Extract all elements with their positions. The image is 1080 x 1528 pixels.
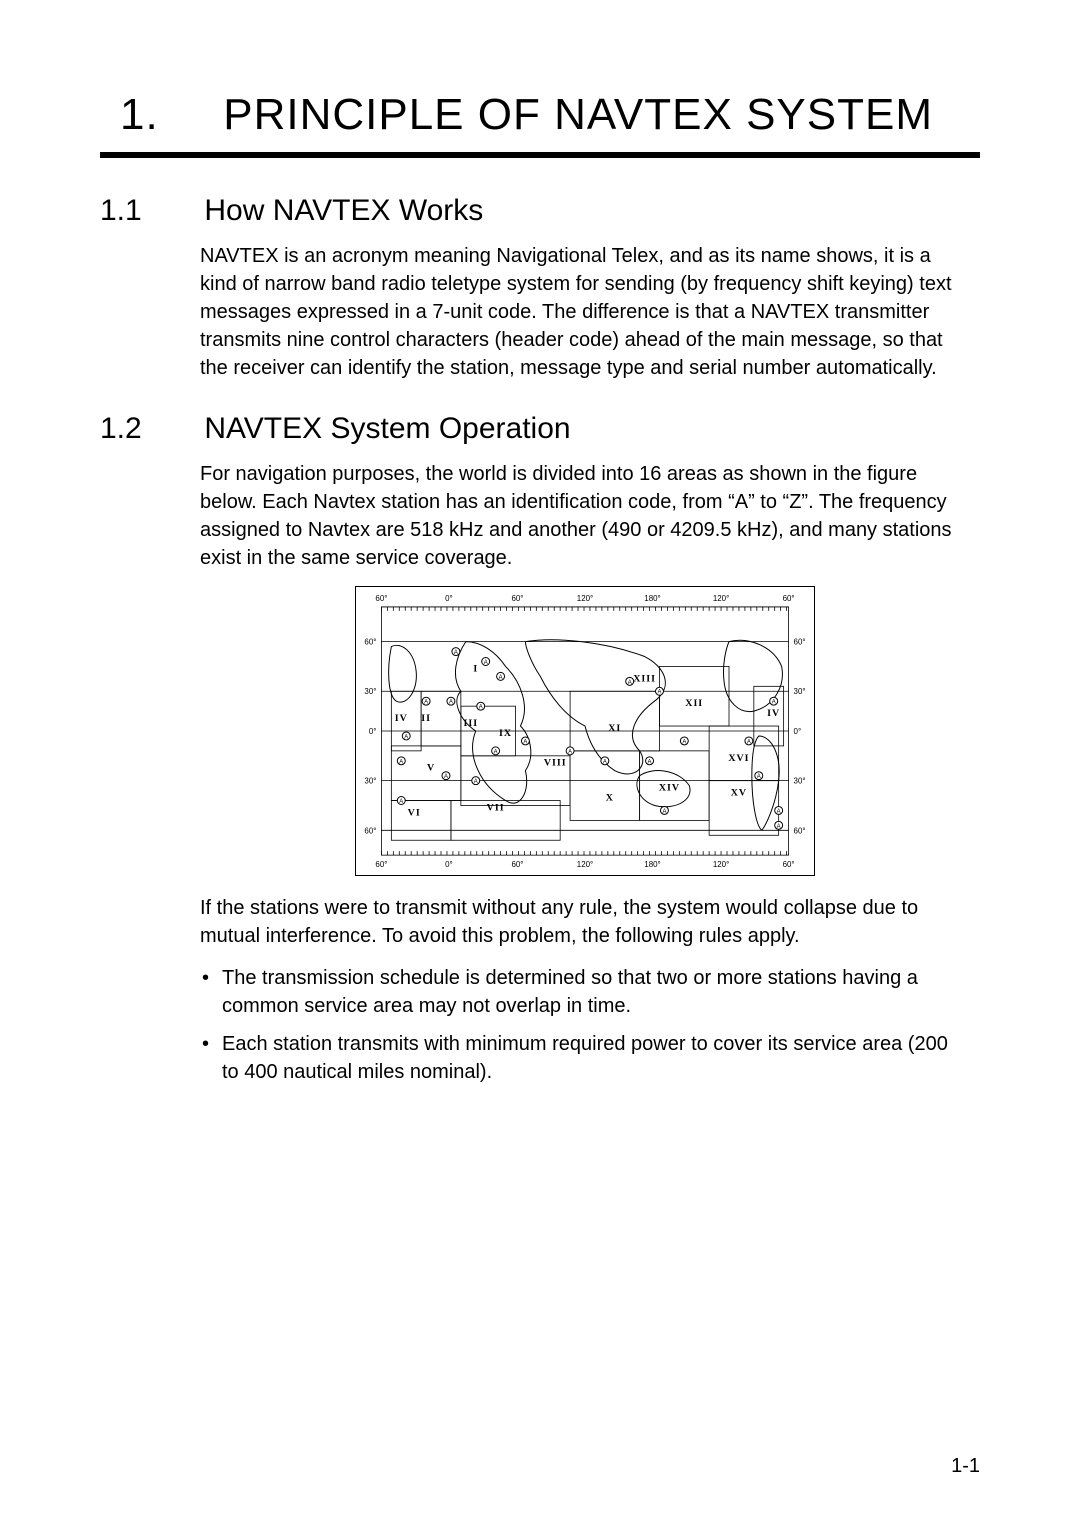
coastlines (389, 640, 783, 831)
svg-text:30°: 30° (794, 777, 806, 786)
chapter-title: 1. PRINCIPLE OF NAVTEX SYSTEM (100, 90, 980, 140)
svg-text:30°: 30° (364, 687, 376, 696)
svg-text:0°: 0° (369, 727, 377, 736)
navarea-boundaries (391, 666, 783, 840)
section-heading: 1.2 NAVTEX System Operation (100, 412, 980, 446)
svg-text:A: A (648, 759, 652, 765)
svg-text:A: A (747, 739, 751, 745)
svg-text:120°: 120° (577, 860, 593, 869)
svg-text:II: II (421, 713, 431, 724)
svg-text:A: A (628, 680, 632, 686)
svg-text:XIII: XIII (633, 673, 656, 684)
svg-text:60°: 60° (364, 638, 376, 647)
svg-text:IV: IV (395, 713, 408, 724)
lon-labels-bottom: 60° 0° 60° 120° 180° 120° 60° (375, 860, 794, 869)
svg-text:I: I (473, 663, 478, 674)
section-body: NAVTEX is an acronym meaning Navigationa… (100, 242, 980, 382)
rules-list: The transmission schedule is determined … (200, 964, 970, 1086)
svg-text:X: X (606, 793, 614, 804)
svg-text:60°: 60° (375, 860, 387, 869)
chapter-number: 1. (120, 90, 210, 140)
section-heading: 1.1 How NAVTEX Works (100, 194, 980, 228)
svg-text:60°: 60° (375, 594, 387, 603)
paragraph: If the stations were to transmit without… (200, 894, 970, 950)
svg-text:60°: 60° (794, 638, 806, 647)
section-number: 1.2 (100, 412, 196, 446)
svg-text:60°: 60° (364, 826, 376, 835)
svg-text:A: A (494, 749, 498, 755)
svg-text:XII: XII (685, 698, 703, 709)
svg-text:30°: 30° (364, 777, 376, 786)
svg-text:A: A (399, 759, 403, 765)
svg-text:A: A (757, 774, 761, 780)
svg-text:60°: 60° (511, 594, 523, 603)
svg-text:A: A (399, 799, 403, 805)
svg-text:A: A (662, 809, 666, 815)
svg-text:120°: 120° (577, 594, 593, 603)
svg-text:IX: IX (499, 728, 512, 739)
svg-text:XV: XV (731, 788, 747, 799)
svg-text:120°: 120° (713, 860, 729, 869)
section-1-1: 1.1 How NAVTEX Works NAVTEX is an acrony… (100, 194, 980, 382)
section-title: How NAVTEX Works (204, 194, 483, 227)
svg-text:A: A (484, 660, 488, 666)
svg-text:180°: 180° (644, 594, 660, 603)
svg-text:XVI: XVI (728, 753, 749, 764)
svg-text:0°: 0° (445, 860, 453, 869)
section-number: 1.1 (100, 194, 196, 228)
svg-text:III: III (464, 718, 479, 729)
svg-text:0°: 0° (445, 594, 453, 603)
svg-text:A: A (777, 824, 781, 830)
svg-text:60°: 60° (783, 594, 795, 603)
svg-text:XI: XI (608, 723, 621, 734)
svg-text:30°: 30° (794, 687, 806, 696)
svg-text:A: A (424, 700, 428, 706)
svg-text:A: A (603, 759, 607, 765)
section-1-2: 1.2 NAVTEX System Operation For navigati… (100, 412, 980, 1086)
svg-text:60°: 60° (783, 860, 795, 869)
list-item: The transmission schedule is determined … (200, 964, 970, 1020)
navarea-world-map: [] 60°0°60°120°180°120°60° 60°0°60°120°1… (355, 586, 815, 876)
section-title: NAVTEX System Operation (204, 412, 570, 445)
svg-text:60°: 60° (794, 826, 806, 835)
page-number: 1-1 (951, 1455, 980, 1478)
svg-text:VI: VI (408, 807, 421, 818)
svg-text:A: A (772, 700, 776, 706)
chapter-title-text: PRINCIPLE OF NAVTEX SYSTEM (223, 90, 933, 139)
svg-text:180°: 180° (644, 860, 660, 869)
svg-text:XIV: XIV (659, 783, 680, 794)
svg-text:60°: 60° (511, 860, 523, 869)
svg-text:A: A (682, 739, 686, 745)
svg-text:A: A (777, 809, 781, 815)
lon-labels-top: 60° 0° 60° 120° 180° 120° 60° (375, 594, 794, 603)
svg-text:V: V (427, 763, 435, 774)
svg-text:120°: 120° (713, 594, 729, 603)
svg-text:A: A (523, 739, 527, 745)
svg-text:VIII: VIII (544, 758, 567, 769)
chapter-rule (100, 152, 980, 158)
lat-labels-left: 60° 30° 0° 30° 60° (364, 638, 376, 836)
svg-text:A: A (449, 700, 453, 706)
svg-text:A: A (657, 690, 661, 696)
svg-text:VII: VII (487, 802, 505, 813)
svg-text:A: A (474, 779, 478, 785)
svg-text:A: A (479, 705, 483, 711)
lat-labels-right: 60° 30° 0° 30° 60° (794, 638, 806, 836)
region-labels: IIIIIIIVIVVVIVIIVIIIIXXXIXIIXIIIXIVXVXVI (395, 663, 780, 818)
svg-text:A: A (568, 749, 572, 755)
svg-text:A: A (454, 650, 458, 656)
svg-text:A: A (499, 675, 503, 681)
paragraph: For navigation purposes, the world is di… (200, 460, 970, 572)
svg-text:A: A (444, 774, 448, 780)
svg-text:IV: IV (767, 708, 780, 719)
list-item: Each station transmits with minimum requ… (200, 1030, 970, 1086)
paragraph: NAVTEX is an acronym meaning Navigationa… (200, 242, 970, 382)
svg-text:A: A (404, 734, 408, 740)
section-body: For navigation purposes, the world is di… (100, 460, 980, 1086)
svg-text:0°: 0° (794, 727, 802, 736)
